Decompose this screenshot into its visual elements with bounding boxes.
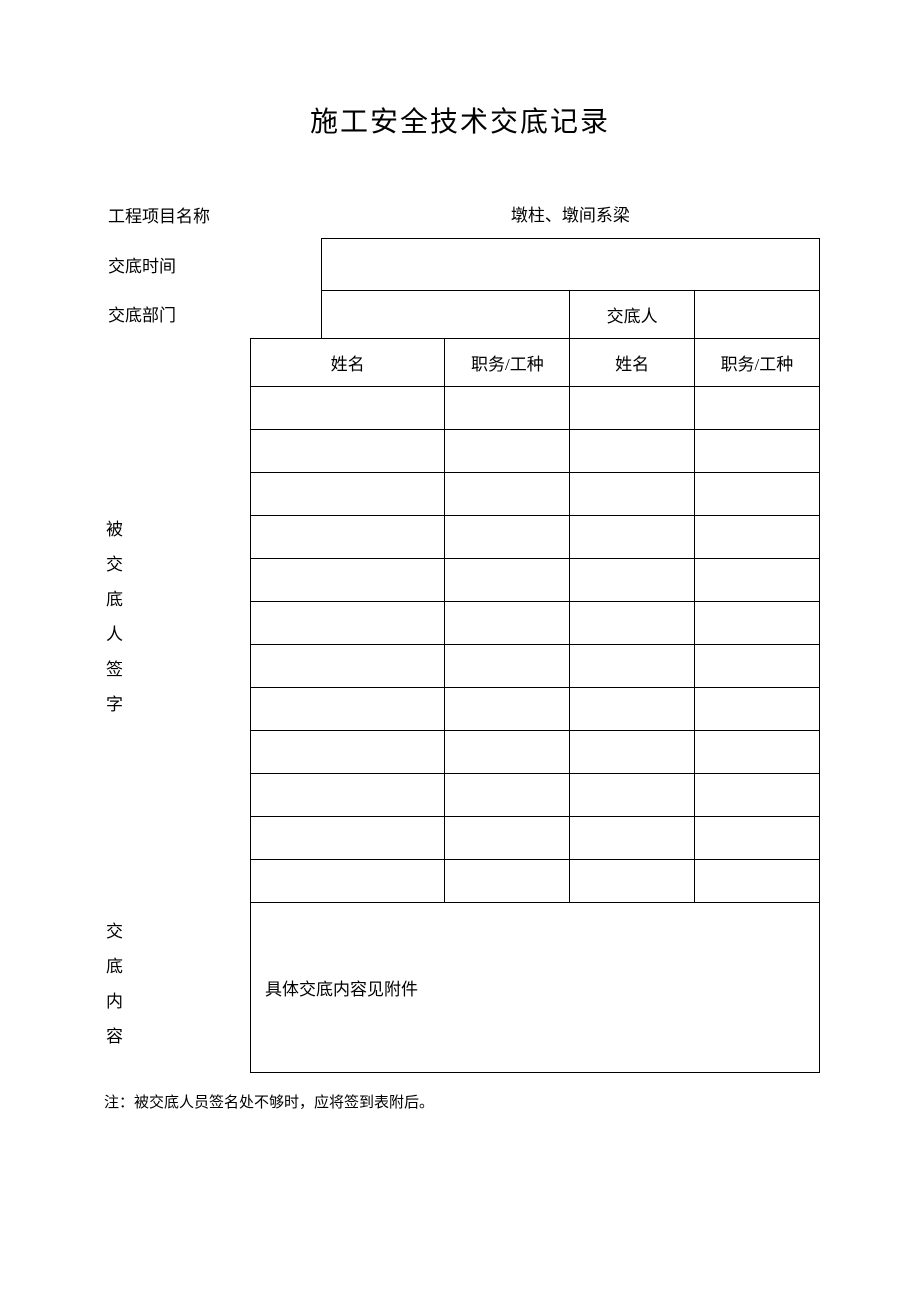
cell-name bbox=[251, 773, 445, 816]
cell-name bbox=[570, 859, 694, 902]
cell-position bbox=[694, 730, 819, 773]
cell-position bbox=[445, 472, 570, 515]
footnote: 注：被交底人员签名处不够时，应将签到表附后。 bbox=[100, 1091, 820, 1112]
cell-position bbox=[445, 386, 570, 429]
cell-position bbox=[694, 773, 819, 816]
cell-name bbox=[570, 601, 694, 644]
cell-name bbox=[570, 472, 694, 515]
cell-name bbox=[251, 515, 445, 558]
cell-position bbox=[445, 816, 570, 859]
cell-name bbox=[570, 429, 694, 472]
cell-position bbox=[445, 730, 570, 773]
value-disclose-time bbox=[321, 238, 819, 290]
cell-position bbox=[445, 429, 570, 472]
cell-name bbox=[251, 386, 445, 429]
row-disclose-time: 交底时间 bbox=[100, 238, 820, 290]
cell-position bbox=[445, 558, 570, 601]
row-content: 交底内容 具体交底内容见附件 bbox=[100, 902, 820, 1072]
disclosure-form-table: 工程项目名称 墩柱、墩间系梁 交底时间 交底部门 交底人 被交底人签字 姓名 职… bbox=[100, 190, 820, 1073]
cell-name bbox=[251, 558, 445, 601]
cell-name bbox=[251, 816, 445, 859]
cell-position bbox=[694, 644, 819, 687]
cell-position bbox=[445, 687, 570, 730]
cell-name bbox=[251, 644, 445, 687]
label-discloser: 交底人 bbox=[570, 290, 694, 338]
cell-position bbox=[694, 558, 819, 601]
cell-name bbox=[570, 515, 694, 558]
cell-position bbox=[445, 859, 570, 902]
row-sig-header: 被交底人签字 姓名 职务/工种 姓名 职务/工种 bbox=[100, 338, 820, 386]
label-project-name: 工程项目名称 bbox=[100, 190, 321, 238]
cell-name bbox=[251, 687, 445, 730]
value-discloser bbox=[694, 290, 819, 338]
cell-position bbox=[694, 859, 819, 902]
header-name-2: 姓名 bbox=[570, 338, 694, 386]
value-project-name: 墩柱、墩间系梁 bbox=[321, 190, 819, 238]
cell-position bbox=[445, 601, 570, 644]
value-disclose-dept bbox=[321, 290, 570, 338]
header-name-1: 姓名 bbox=[251, 338, 445, 386]
cell-position bbox=[694, 601, 819, 644]
cell-position bbox=[694, 386, 819, 429]
cell-name bbox=[251, 472, 445, 515]
cell-name bbox=[570, 644, 694, 687]
cell-name bbox=[251, 730, 445, 773]
row-project: 工程项目名称 墩柱、墩间系梁 bbox=[100, 190, 820, 238]
label-disclose-time: 交底时间 bbox=[100, 238, 321, 290]
cell-position bbox=[445, 773, 570, 816]
page-title: 施工安全技术交底记录 bbox=[100, 100, 820, 140]
cell-position bbox=[694, 816, 819, 859]
cell-position bbox=[445, 644, 570, 687]
label-signee: 被交底人签字 bbox=[100, 338, 251, 902]
cell-name bbox=[570, 558, 694, 601]
cell-position bbox=[694, 472, 819, 515]
value-content: 具体交底内容见附件 bbox=[251, 902, 820, 1072]
cell-position bbox=[694, 687, 819, 730]
cell-position bbox=[694, 429, 819, 472]
cell-name bbox=[251, 601, 445, 644]
cell-name bbox=[570, 773, 694, 816]
cell-name bbox=[251, 859, 445, 902]
row-disclose-dept: 交底部门 交底人 bbox=[100, 290, 820, 338]
cell-name bbox=[570, 386, 694, 429]
cell-name bbox=[570, 730, 694, 773]
label-content: 交底内容 bbox=[100, 902, 251, 1072]
header-position-2: 职务/工种 bbox=[694, 338, 819, 386]
cell-position bbox=[445, 515, 570, 558]
header-position-1: 职务/工种 bbox=[445, 338, 570, 386]
label-disclose-dept: 交底部门 bbox=[100, 290, 321, 338]
cell-name bbox=[251, 429, 445, 472]
cell-position bbox=[694, 515, 819, 558]
cell-name bbox=[570, 816, 694, 859]
cell-name bbox=[570, 687, 694, 730]
